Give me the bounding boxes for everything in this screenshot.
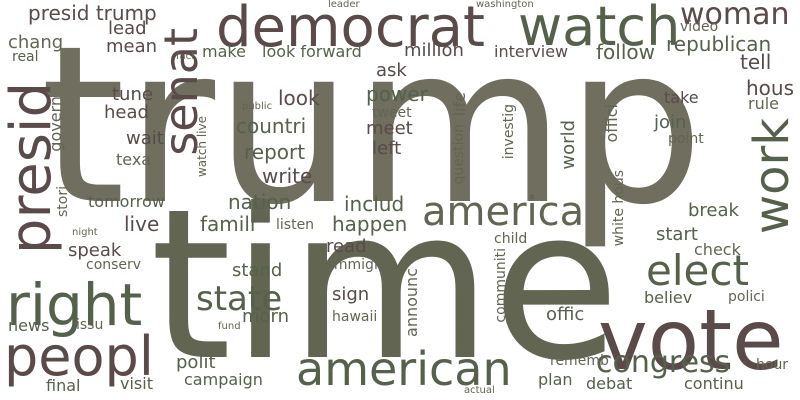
word-fund: fund [218, 321, 241, 332]
word-believ: believ [644, 288, 693, 307]
word-morn: morn [242, 306, 290, 327]
word-famili: famili [200, 212, 256, 236]
word-hous: hous [746, 76, 795, 100]
word-rememb: rememb [550, 353, 609, 369]
word-washington: washington [476, 0, 534, 10]
word-time: time [150, 165, 620, 400]
word-ask: ask [376, 60, 407, 81]
word-offic: offic [546, 304, 585, 325]
word-head: head [104, 102, 149, 123]
word-watch: watch [518, 0, 681, 58]
word-continu: continu [684, 374, 744, 393]
word-vote: vote [598, 291, 784, 389]
word-mean: mean [106, 36, 158, 57]
word-issu: issu [76, 317, 104, 333]
word-interview: interview [494, 42, 569, 61]
word-tomorrow: tomorrow [88, 192, 165, 211]
word-rule: rule [748, 94, 780, 113]
word-stand: stand [232, 260, 283, 281]
word-investig: investig [501, 104, 517, 160]
word-republican: republican [666, 32, 772, 56]
word-look-forward: look forward [262, 42, 362, 61]
word-america: america [422, 189, 585, 235]
word-polici: polici [728, 289, 765, 305]
word-includ: includ [344, 192, 405, 216]
word-news: news [8, 316, 50, 335]
word-turn: turn [249, 326, 265, 355]
word-debat: debat [586, 374, 633, 393]
word-write: write [262, 164, 313, 188]
word-trump: trump [40, 0, 705, 253]
word-offici: offici [602, 104, 621, 143]
word-tune: tune [112, 84, 153, 105]
word-wait: wait [126, 128, 164, 149]
word-left: left [372, 138, 402, 159]
word-conserv: conserv [86, 257, 142, 273]
word-power: power [366, 82, 428, 106]
word-look: look [278, 86, 320, 110]
word-video: video [680, 19, 719, 35]
word-countri: countri [236, 114, 307, 138]
word-woman: woman [680, 0, 790, 32]
word-stori: stori [55, 186, 71, 217]
word-report: report [244, 140, 306, 164]
word-right: right [6, 271, 143, 339]
word-check: check [694, 240, 741, 259]
word-visit: visit [120, 374, 153, 393]
word-join: join [654, 112, 687, 133]
word-public: public [242, 101, 273, 112]
word-plan: plan [538, 370, 573, 389]
word-chang: chang [8, 32, 64, 53]
word-govern: govern [46, 96, 65, 152]
word-hawaii: hawaii [332, 309, 378, 325]
word-sign: sign [332, 284, 370, 305]
word-lead: lead [108, 18, 147, 39]
word-immigr: immigr [330, 257, 380, 273]
word-break: break [688, 200, 739, 221]
word-presid-trump: presid trump [28, 1, 157, 25]
word-tell: tell [740, 50, 772, 74]
word-fact: fact [176, 51, 196, 62]
word-tweet: tweet [372, 105, 412, 121]
word-leader: leader [328, 0, 360, 10]
word-elect: elect [646, 246, 749, 295]
word-texa: texa [116, 150, 152, 169]
word-announc: announc [402, 268, 421, 337]
word-watch-live: watch live [195, 116, 209, 178]
word-live: live [124, 212, 160, 236]
word-million: million [404, 40, 464, 61]
word-listen: listen [276, 217, 315, 233]
word-take: take [664, 88, 699, 107]
word-question: question [451, 124, 467, 185]
word-work: work [744, 118, 800, 235]
word-speak: speak [68, 240, 122, 261]
word-point: point [668, 131, 704, 147]
word-hour: hour [756, 357, 789, 373]
word-democrat: democrat [216, 0, 485, 60]
word-final: final [46, 376, 81, 395]
word-white-hous: white hous [611, 170, 627, 247]
word-nation: nation [228, 190, 292, 214]
word-member: member [455, 294, 469, 345]
word-follow: follow [596, 40, 655, 64]
word-night: night [72, 227, 98, 238]
word-read: read [326, 236, 367, 257]
word-actual: actual [464, 385, 495, 396]
word-campaign: campaign [184, 370, 263, 389]
word-american: american [296, 342, 512, 396]
word-start: start [656, 224, 698, 245]
word-world: world [558, 120, 579, 170]
word-child: child [494, 231, 528, 247]
word-polit: polit [176, 352, 216, 373]
word-peopl: peopl [4, 325, 154, 388]
word-life: life [450, 92, 469, 117]
word-meet: meet [366, 118, 413, 139]
word-happen: happen [332, 212, 408, 236]
word-make: make [202, 42, 246, 61]
word-real: real [12, 49, 39, 65]
word-congress: congress [596, 345, 731, 380]
word-state: state [196, 279, 283, 319]
word-communiti: communiti [493, 248, 509, 323]
